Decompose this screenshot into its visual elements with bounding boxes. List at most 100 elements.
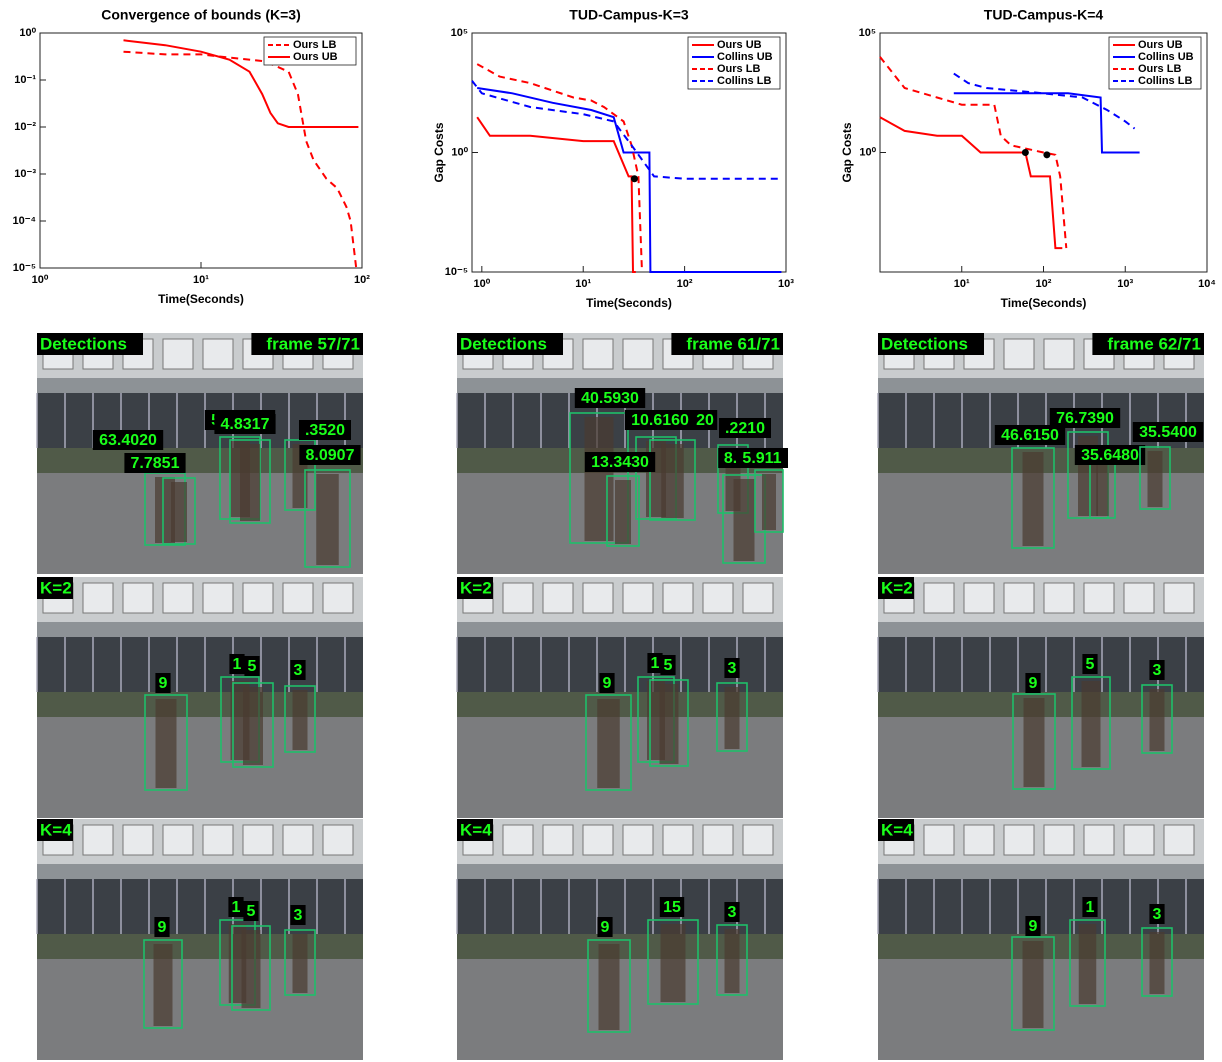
person [615, 480, 631, 544]
box-tag: 1 [651, 655, 660, 672]
box-tag: 8.0907 [306, 447, 355, 464]
person [725, 929, 740, 993]
photo-window [543, 825, 573, 855]
person [1082, 681, 1101, 767]
box-tag: 63.4020 [99, 432, 157, 449]
photo-window [1044, 339, 1074, 369]
person [597, 699, 620, 788]
photo-panel: K=29153 [457, 577, 783, 818]
corner-label: Detections [881, 334, 968, 353]
photo-window [323, 583, 353, 613]
corner-label: K=4 [460, 820, 492, 839]
box-tag: 9 [601, 919, 610, 936]
photo-window [964, 825, 994, 855]
box-tag: 7.7851 [131, 455, 180, 472]
photo-panel: K=49153 [37, 819, 363, 1060]
photo-window [503, 825, 533, 855]
photo-window [323, 825, 353, 855]
box-tag: .3520 [305, 422, 345, 439]
photo-ground [37, 959, 363, 1060]
person [1150, 689, 1165, 751]
photo-window [83, 583, 113, 613]
photo-glass [37, 637, 363, 692]
frame-label: frame 61/71 [686, 334, 780, 353]
corner-label: K=2 [460, 578, 492, 597]
frame-label: frame 57/71 [266, 334, 360, 353]
photo-window [1084, 825, 1114, 855]
photo-window [964, 583, 994, 613]
x-tick-label: 10² [1036, 278, 1052, 290]
photo-window [583, 583, 613, 613]
box-tag: 9 [1029, 918, 1038, 935]
photo-window [924, 583, 954, 613]
box-tag: 5 [248, 658, 257, 675]
photo-window [283, 825, 313, 855]
photo-window [243, 825, 273, 855]
person [316, 474, 339, 565]
person [1024, 698, 1045, 787]
box-tag: 4.8317 [221, 416, 270, 433]
box-tag: 9 [603, 675, 612, 692]
marker-dot [1043, 151, 1050, 158]
box-tag: 5 [664, 657, 673, 674]
chart-title: TUD-Campus-K=3 [569, 7, 689, 23]
person [1023, 941, 1044, 1028]
photo-window [543, 583, 573, 613]
x-tick-label: 10² [354, 274, 370, 286]
person [585, 417, 614, 541]
y-tick-label: 10⁻⁵ [13, 262, 36, 274]
x-axis-label: Time(Seconds) [1001, 296, 1087, 310]
x-tick-label: 10¹ [193, 274, 209, 286]
photo-window [243, 583, 273, 613]
person [1023, 452, 1044, 546]
box-tag: .2210 [725, 420, 765, 437]
y-tick-label: 10⁰ [451, 146, 468, 158]
photo-window [703, 583, 733, 613]
person [762, 474, 776, 530]
marker-dot [1022, 149, 1029, 156]
photo-window [703, 825, 733, 855]
box-tag: 3 [294, 662, 303, 679]
person [1079, 924, 1097, 1004]
photo-window [1004, 339, 1034, 369]
box-tag: 9 [158, 919, 167, 936]
photo-window [743, 583, 773, 613]
x-tick-label: 10⁰ [473, 278, 490, 290]
box-tag: 5 [1086, 656, 1095, 673]
y-tick-label: 10⁵ [451, 27, 468, 39]
person [171, 482, 187, 542]
legend-label: Ours UB [717, 39, 762, 51]
legend-label: Collins UB [717, 51, 773, 63]
y-tick-label: 10⁻¹ [14, 74, 36, 86]
photo-window [1044, 583, 1074, 613]
photo-window [203, 583, 233, 613]
box-tag: 5.911 [742, 450, 781, 467]
photo-window [163, 339, 193, 369]
photo-window [583, 825, 613, 855]
photo-window [203, 339, 233, 369]
corner-label: K=2 [40, 578, 72, 597]
y-tick-label: 10⁰ [19, 27, 36, 39]
box-tag: 3 [728, 904, 737, 921]
box-tag: 3 [1153, 906, 1162, 923]
corner-label: K=2 [881, 578, 913, 597]
x-tick-label: 10⁴ [1198, 278, 1216, 290]
x-axis-label: Time(Seconds) [586, 296, 672, 310]
photo-window [203, 825, 233, 855]
photo-window [163, 583, 193, 613]
x-tick-label: 10³ [778, 278, 794, 290]
plot-frame [40, 33, 362, 268]
photo-window [1044, 825, 1074, 855]
photo-window [663, 583, 693, 613]
legend-label: Ours UB [1138, 39, 1183, 51]
photo-window [1124, 825, 1154, 855]
y-tick-label: 10⁻³ [14, 168, 36, 180]
box-tag: 40.5930 [581, 390, 639, 407]
box-tag: 76.7390 [1056, 410, 1114, 427]
corner-label: K=4 [881, 820, 913, 839]
person [1096, 464, 1109, 516]
person [242, 930, 261, 1008]
